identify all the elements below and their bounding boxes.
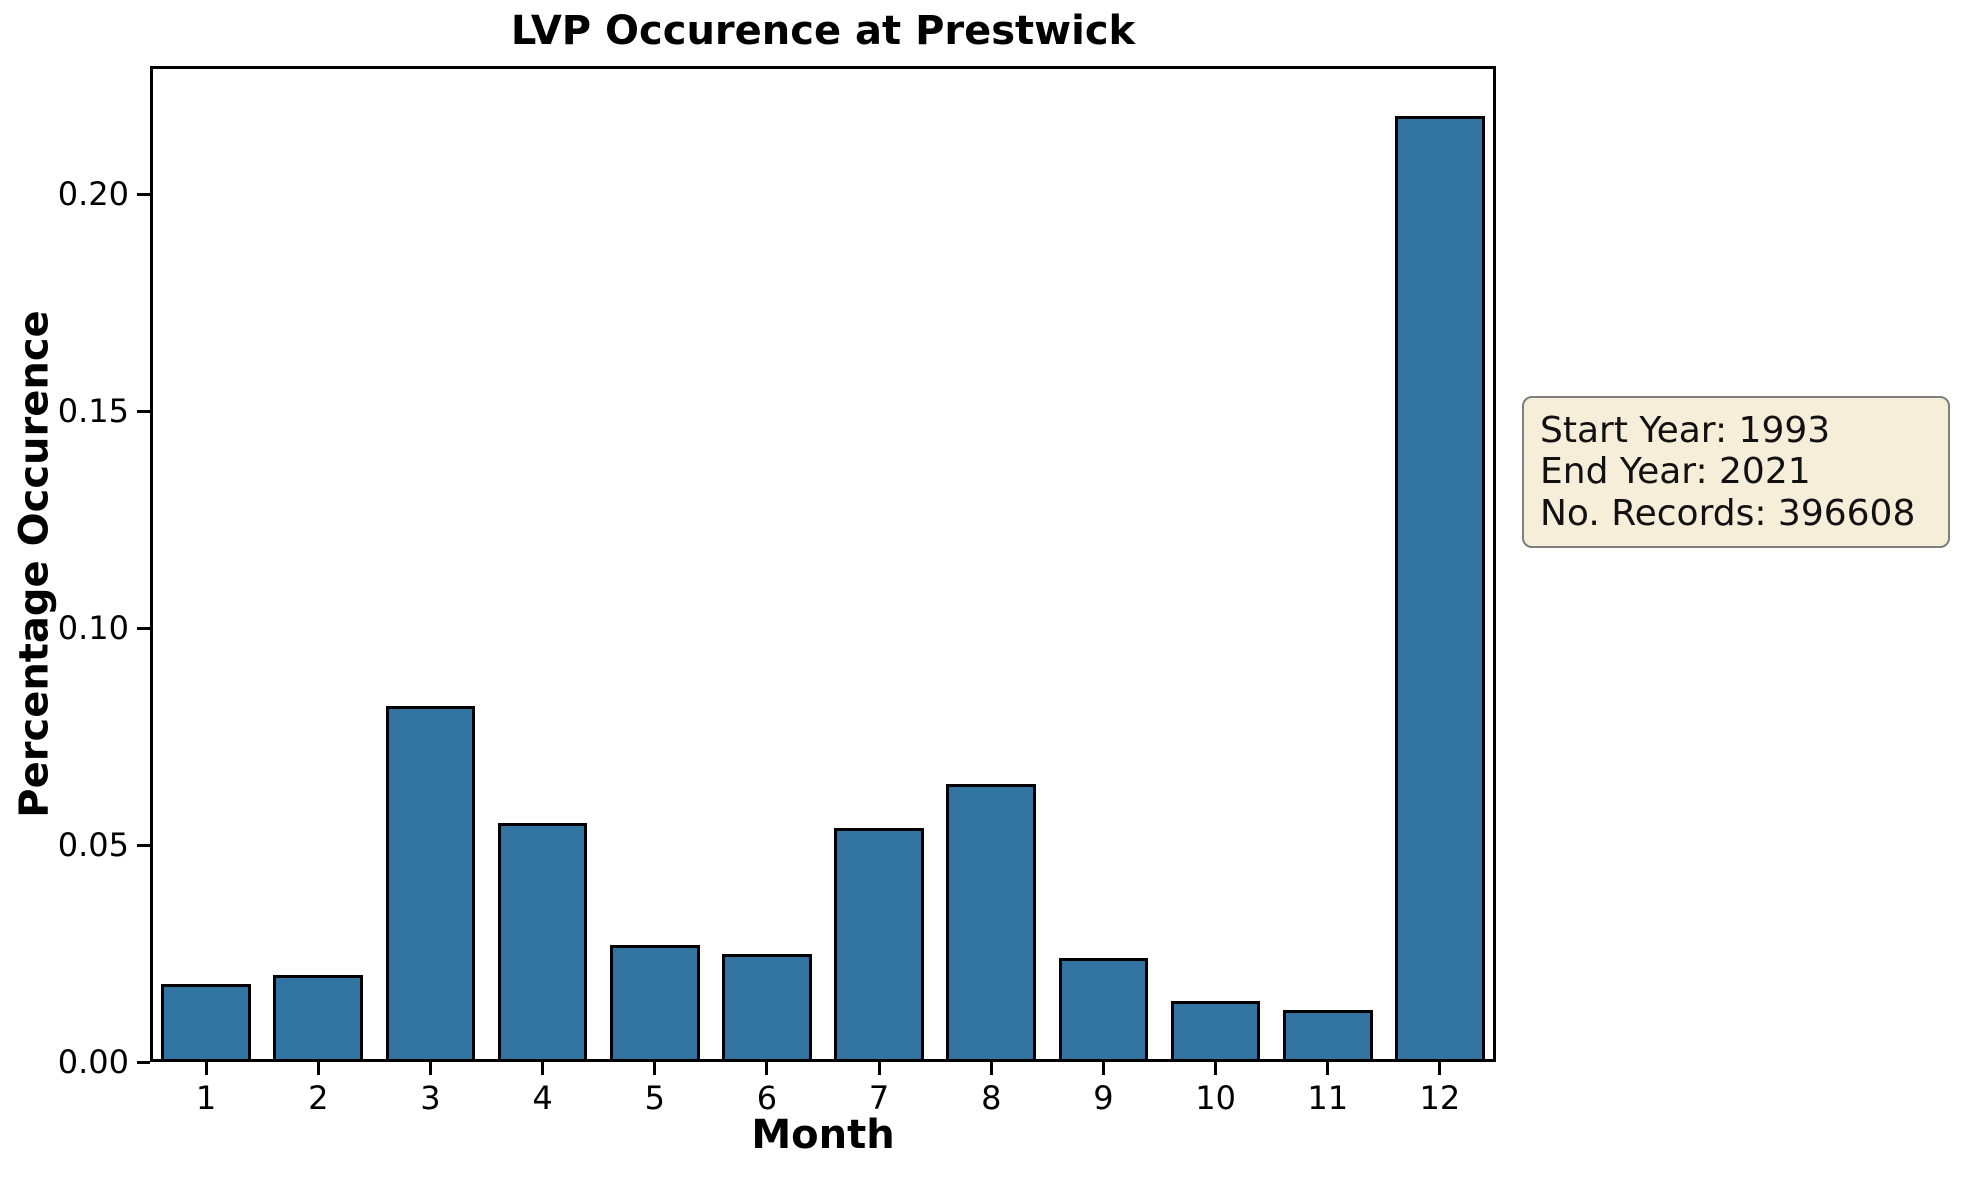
x-tick-label: 11: [1307, 1079, 1349, 1117]
y-tick-label: 0.05: [57, 826, 129, 865]
x-tick-mark: [653, 1062, 657, 1075]
x-tick-label: 2: [308, 1079, 329, 1117]
bar-month-12: [1395, 116, 1485, 1062]
y-tick-label: 0.00: [57, 1043, 129, 1081]
x-tick-label: 7: [868, 1079, 890, 1117]
annotation-line-records: No. Records: 396608: [1540, 492, 1916, 534]
x-tick-label: 12: [1419, 1079, 1461, 1117]
bar-month-4: [497, 823, 588, 1062]
x-tick-mark: [1326, 1062, 1330, 1075]
bar-month-8: [946, 784, 1037, 1062]
bar-month-5: [609, 944, 700, 1062]
x-tick-mark: [1214, 1062, 1218, 1075]
y-tick-mark: [137, 409, 150, 413]
y-axis-label: Percentage Occurence: [12, 310, 58, 818]
x-tick-mark: [204, 1062, 208, 1075]
bar-month-9: [1058, 957, 1149, 1062]
x-tick-label: 3: [420, 1079, 441, 1117]
x-tick-mark: [428, 1062, 432, 1075]
chart-title: LVP Occurence at Prestwick: [510, 8, 1136, 54]
annotation-box: Start Year: 1993 End Year: 2021 No. Reco…: [1522, 396, 1950, 549]
x-tick-label: 9: [1093, 1079, 1114, 1117]
x-tick-mark: [1101, 1062, 1105, 1075]
bar-month-11: [1282, 1009, 1373, 1062]
bar-month-2: [273, 975, 364, 1062]
x-axis-label: Month: [751, 1112, 895, 1158]
x-tick-mark: [765, 1062, 769, 1075]
x-tick-label: 6: [756, 1079, 778, 1117]
plot-area: [150, 66, 1496, 1062]
y-tick-mark: [137, 843, 150, 847]
x-tick-label: 10: [1195, 1079, 1236, 1117]
bar-month-10: [1170, 1001, 1261, 1062]
x-tick-label: 5: [644, 1079, 665, 1117]
bar-month-7: [834, 827, 924, 1062]
bar-month-3: [385, 706, 476, 1062]
annotation-line-end-year: End Year: 2021: [1540, 451, 1811, 493]
y-tick-mark: [137, 192, 150, 196]
x-tick-label: 4: [532, 1079, 553, 1117]
x-tick-mark: [541, 1062, 545, 1075]
x-tick-mark: [989, 1062, 993, 1075]
annotation-line-start-year: Start Year: 1993: [1540, 410, 1831, 451]
y-axis-label-wrap: Percentage Occurence: [12, 66, 58, 1062]
x-tick-label: 8: [981, 1079, 1002, 1117]
bar-month-6: [722, 953, 812, 1062]
y-tick-mark: [137, 1060, 150, 1064]
y-tick-label: 0.20: [57, 175, 129, 214]
x-tick-mark: [1438, 1062, 1442, 1075]
y-tick-label: 0.10: [57, 609, 129, 648]
y-tick-label: 0.15: [57, 392, 129, 431]
bar-month-1: [161, 983, 251, 1062]
y-tick-mark: [137, 626, 150, 630]
x-tick-mark: [316, 1062, 320, 1075]
x-tick-label: 1: [195, 1079, 217, 1117]
x-tick-mark: [877, 1062, 881, 1075]
